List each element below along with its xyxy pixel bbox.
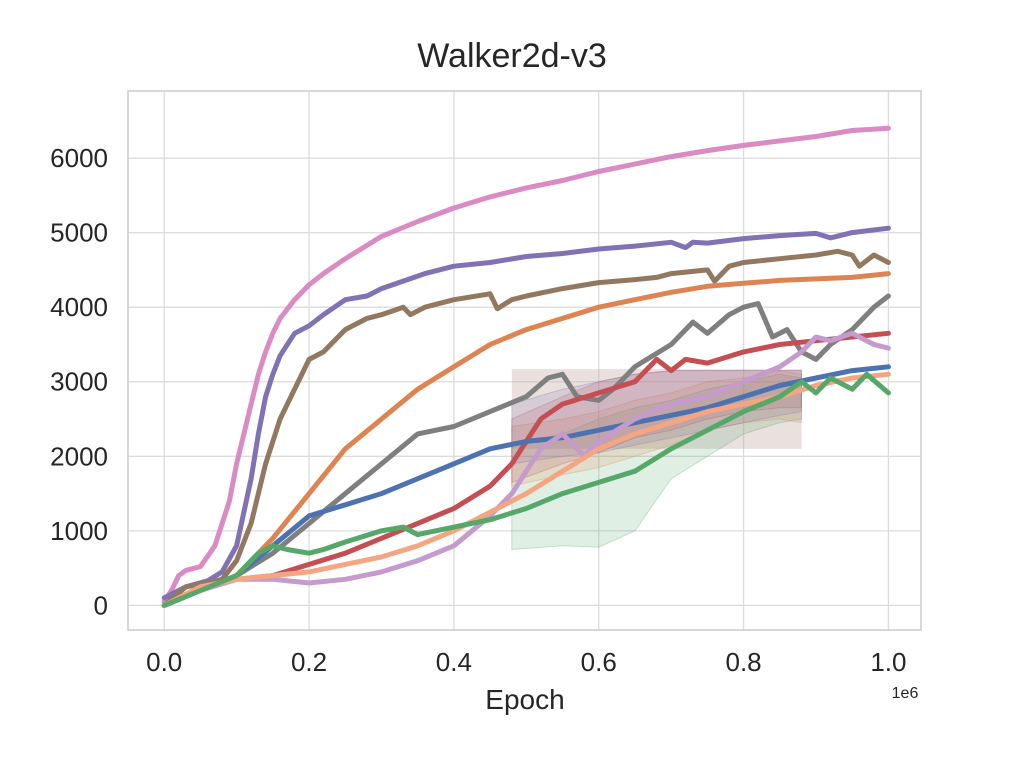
y-tick-label: 3000 bbox=[50, 367, 108, 397]
plot-area bbox=[128, 91, 921, 630]
series-line bbox=[161, 248, 891, 608]
series-line bbox=[161, 330, 891, 608]
x-tick-label: 0.6 bbox=[581, 647, 617, 677]
y-tick-label: 6000 bbox=[50, 143, 108, 173]
series-lines bbox=[161, 125, 891, 608]
series-line bbox=[161, 125, 891, 605]
x-axis-offset-label: 1e6 bbox=[892, 685, 919, 702]
plot-frame bbox=[127, 90, 922, 631]
x-tick-label: 0.8 bbox=[725, 647, 761, 677]
series-line bbox=[161, 271, 891, 608]
chart-title: Walker2d-v3 bbox=[417, 37, 607, 75]
y-tick-label: 2000 bbox=[50, 441, 108, 471]
y-tick-label: 4000 bbox=[50, 292, 108, 322]
series-line bbox=[161, 371, 891, 608]
x-tick-label: 0.0 bbox=[146, 647, 182, 677]
y-tick-label: 1000 bbox=[50, 516, 108, 546]
series-line bbox=[161, 225, 891, 601]
x-tick-label: 0.2 bbox=[291, 647, 327, 677]
y-tick-label: 5000 bbox=[50, 218, 108, 248]
x-tick-label: 0.4 bbox=[436, 647, 472, 677]
x-tick-label: 1.0 bbox=[870, 647, 906, 677]
y-tick-label: 0 bbox=[94, 590, 108, 620]
series-line bbox=[161, 330, 891, 608]
x-axis-label: Epoch bbox=[485, 684, 564, 715]
y-tick-labels: 0 1000 2000 3000 4000 5000 6000 bbox=[50, 143, 108, 620]
x-tick-labels: 0.0 0.2 0.4 0.6 0.8 1.0 bbox=[146, 647, 906, 677]
series-line bbox=[161, 364, 891, 608]
